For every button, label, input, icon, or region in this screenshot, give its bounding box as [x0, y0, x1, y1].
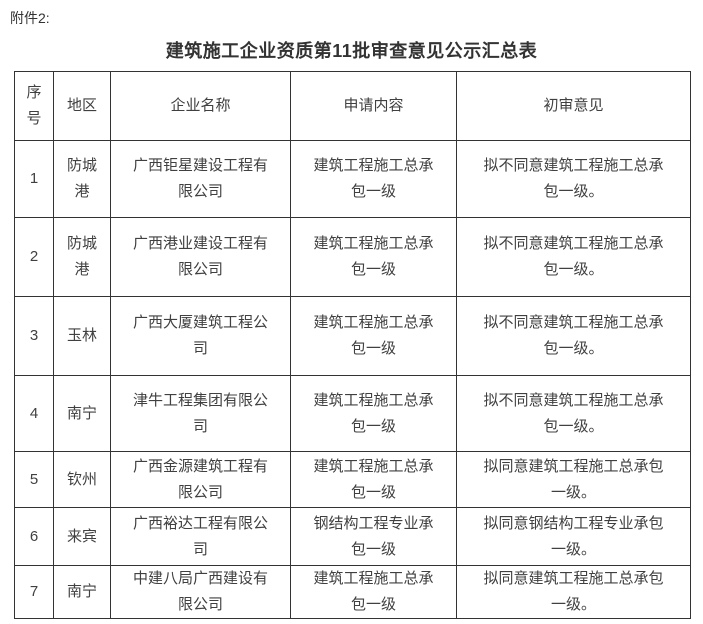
cell-serial-number: 5	[14, 451, 54, 508]
cell-application-content: 建筑工程施工总承 包一级	[290, 375, 457, 452]
cell-company-name: 津牛工程集团有限公 司	[110, 375, 291, 452]
table-header-row: 序 号 地区 企业名称 申请内容 初审意见	[14, 71, 691, 141]
cell-application-content: 钢结构工程专业承 包一级	[290, 507, 457, 566]
cell-region: 玉林	[53, 296, 111, 376]
cell-company-name: 广西裕达工程有限公 司	[110, 507, 291, 566]
cell-review-opinion: 拟不同意建筑工程施工总承 包一级。	[456, 375, 691, 452]
table-row: 6 来宾 广西裕达工程有限公 司 钢结构工程专业承 包一级 拟同意钢结构工程专业…	[14, 507, 691, 566]
cell-application-content: 建筑工程施工总承 包一级	[290, 296, 457, 376]
table-row: 5 钦州 广西金源建筑工程有 限公司 建筑工程施工总承 包一级 拟同意建筑工程施…	[14, 451, 691, 508]
attachment-label: 附件2:	[10, 10, 50, 26]
cell-region: 南宁	[53, 375, 111, 452]
cell-serial-number: 3	[14, 296, 54, 376]
table-row: 3 玉林 广西大厦建筑工程公 司 建筑工程施工总承 包一级 拟不同意建筑工程施工…	[14, 296, 691, 376]
cell-serial-number: 7	[14, 565, 54, 619]
cell-serial-number: 6	[14, 507, 54, 566]
cell-application-content: 建筑工程施工总承 包一级	[290, 565, 457, 619]
cell-company-name: 广西金源建筑工程有 限公司	[110, 451, 291, 508]
cell-region: 南宁	[53, 565, 111, 619]
table-row: 1 防城 港 广西钜星建设工程有 限公司 建筑工程施工总承 包一级 拟不同意建筑…	[14, 140, 691, 218]
cell-review-opinion: 拟不同意建筑工程施工总承 包一级。	[456, 296, 691, 376]
header-review-opinion: 初审意见	[456, 71, 691, 141]
table-row: 4 南宁 津牛工程集团有限公 司 建筑工程施工总承 包一级 拟不同意建筑工程施工…	[14, 375, 691, 452]
cell-region: 防城 港	[53, 140, 111, 218]
page-title: 建筑施工企业资质第11批审查意见公示汇总表	[165, 41, 538, 61]
cell-region: 钦州	[53, 451, 111, 508]
cell-region: 防城 港	[53, 217, 111, 297]
cell-review-opinion: 拟同意建筑工程施工总承包 一级。	[456, 451, 691, 508]
cell-company-name: 广西港业建设工程有 限公司	[110, 217, 291, 297]
cell-application-content: 建筑工程施工总承 包一级	[290, 140, 457, 218]
cell-company-name: 广西大厦建筑工程公 司	[110, 296, 291, 376]
header-serial-number: 序 号	[14, 71, 54, 141]
cell-serial-number: 4	[14, 375, 54, 452]
cell-application-content: 建筑工程施工总承 包一级	[290, 217, 457, 297]
header-region: 地区	[53, 71, 111, 141]
cell-region: 来宾	[53, 507, 111, 566]
header-application-content: 申请内容	[290, 71, 457, 141]
header-company-name: 企业名称	[110, 71, 291, 141]
cell-review-opinion: 拟不同意建筑工程施工总承 包一级。	[456, 140, 691, 218]
table-row: 7 南宁 中建八局广西建设有 限公司 建筑工程施工总承 包一级 拟同意建筑工程施…	[14, 565, 691, 619]
cell-company-name: 中建八局广西建设有 限公司	[110, 565, 291, 619]
cell-review-opinion: 拟同意钢结构工程专业承包 一级。	[456, 507, 691, 566]
cell-application-content: 建筑工程施工总承 包一级	[290, 451, 457, 508]
review-summary-table: 序 号 地区 企业名称 申请内容 初审意见 1 防城 港 广西钜星建设工程有 限…	[14, 71, 691, 619]
cell-review-opinion: 拟不同意建筑工程施工总承 包一级。	[456, 217, 691, 297]
table-row: 2 防城 港 广西港业建设工程有 限公司 建筑工程施工总承 包一级 拟不同意建筑…	[14, 217, 691, 297]
cell-review-opinion: 拟同意建筑工程施工总承包 一级。	[456, 565, 691, 619]
cell-serial-number: 2	[14, 217, 54, 297]
cell-serial-number: 1	[14, 140, 54, 218]
cell-company-name: 广西钜星建设工程有 限公司	[110, 140, 291, 218]
